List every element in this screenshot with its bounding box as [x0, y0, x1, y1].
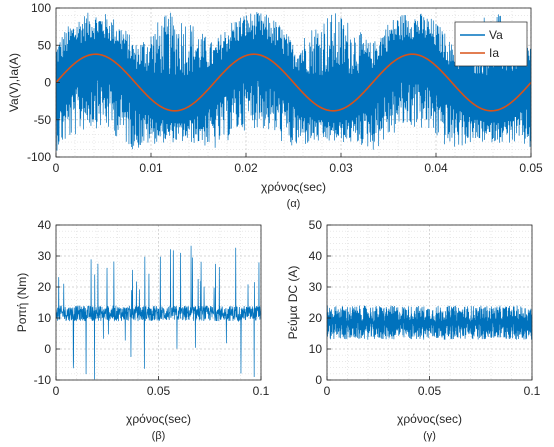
- series-group-c: [327, 305, 532, 340]
- series-group-b: [56, 245, 261, 380]
- subfigure-label-b: (β): [152, 430, 166, 442]
- y-tick-label: 0: [44, 76, 51, 90]
- series-line-a-ia: [56, 53, 531, 112]
- legend-label-va: Va: [489, 28, 503, 42]
- series-line-c-0: [327, 305, 532, 340]
- y-tick-label: 30: [38, 249, 52, 263]
- x-tick-label: 0.05: [147, 384, 171, 398]
- x-tick-label: 0.05: [519, 161, 543, 175]
- legend-box: [454, 21, 528, 67]
- y-tick-label: 50: [38, 38, 52, 52]
- x-axis-label-a: χρόνος(sec): [261, 180, 326, 194]
- x-tick-label: 0.05: [418, 384, 442, 398]
- subfigure-label-c: (γ): [423, 430, 436, 442]
- x-axis-label-c: χρόνος(sec): [397, 412, 462, 426]
- y-tick-label: -50: [34, 113, 52, 127]
- y-tick-label: 0: [315, 373, 322, 387]
- y-tick-label: 40: [38, 218, 52, 232]
- x-tick-label: 0: [324, 384, 331, 398]
- x-tick-label: 0: [53, 384, 60, 398]
- y-tick-label: 10: [309, 342, 323, 356]
- plot-c: 0 0.05 0.1 0 10 20 30 40 50 χρόνος(sec) Ρεύμα DC (…: [286, 218, 541, 442]
- x-tick-label: 0.01: [139, 161, 163, 175]
- x-tick-label: 0: [53, 161, 60, 175]
- x-tick-label: 0.03: [329, 161, 353, 175]
- y-tick-label: -100: [27, 150, 51, 164]
- y-tick-label: 40: [309, 249, 323, 263]
- y-tick-label: 0: [44, 342, 51, 356]
- y-tick-label: -10: [34, 373, 52, 387]
- x-tick-label: 0.02: [234, 161, 258, 175]
- x-tick-label: 0.1: [253, 384, 270, 398]
- plot-a: 0 0.01 0.02 0.03 0.04 0.05 -100 -50 0 50 100 χρόνος…: [7, 1, 543, 210]
- x-tick-label: 0.1: [524, 384, 541, 398]
- series-line-a-va: [56, 12, 531, 151]
- series-group-a: [56, 12, 531, 151]
- y-axis-label-b: Ροπή (Nm): [15, 273, 29, 332]
- x-tick-label: 0.04: [424, 161, 448, 175]
- x-axis-label-b: χρόνος(sec): [126, 412, 191, 426]
- y-axis-label-a: Va(V),Ia(A): [7, 53, 21, 112]
- series-line-b-0: [56, 245, 261, 380]
- legend-label-ia: Ia: [489, 46, 499, 60]
- y-tick-label: 30: [309, 280, 323, 294]
- y-tick-label: 20: [309, 311, 323, 325]
- subfigure-label-a: (α): [287, 198, 301, 210]
- y-tick-label: 10: [38, 311, 52, 325]
- y-tick-label: 100: [31, 1, 51, 15]
- y-tick-label: 20: [38, 280, 52, 294]
- y-tick-label: 50: [309, 218, 323, 232]
- y-axis-label-c: Ρεύμα DC (A): [286, 266, 300, 340]
